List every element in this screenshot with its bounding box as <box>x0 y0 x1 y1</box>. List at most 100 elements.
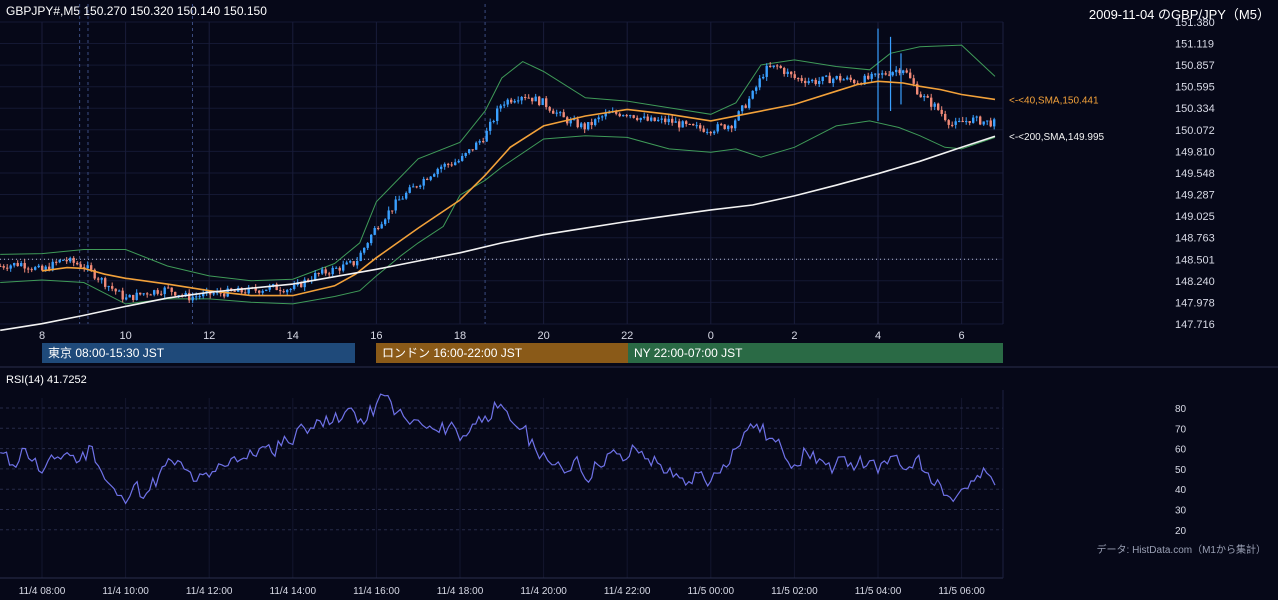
hour-tick-label: 2 <box>791 330 797 342</box>
rsi-x-tick-label: 11/5 06:00 <box>938 586 985 597</box>
candle-body <box>268 285 271 290</box>
candle-body <box>443 163 446 167</box>
bollinger-band-line <box>0 44 996 282</box>
session-ny: NY 22:00-07:00 JST <box>628 343 1003 363</box>
candle-body <box>111 286 114 289</box>
sma-lines <box>0 80 996 332</box>
candle-body <box>272 284 275 286</box>
candle-body <box>804 80 807 84</box>
candle-body <box>954 121 957 125</box>
candle-body <box>713 131 716 134</box>
candle-body <box>615 111 618 114</box>
candle-body <box>695 125 698 127</box>
candle-body <box>664 118 667 123</box>
price-tick-label: 150.072 <box>1175 125 1215 137</box>
candle-body <box>282 291 285 293</box>
candle-body <box>545 98 548 108</box>
rsi-x-tick-label: 11/4 16:00 <box>353 586 400 597</box>
candle-body <box>993 119 996 127</box>
candle-body <box>898 69 901 74</box>
candle-body <box>492 120 495 122</box>
candle-body <box>436 168 439 175</box>
candle-body <box>461 155 464 161</box>
candle-body <box>279 290 282 292</box>
candle-body <box>548 107 551 111</box>
candle-body <box>937 103 940 110</box>
price-tick-label: 149.810 <box>1175 146 1215 158</box>
candle-body <box>814 79 817 84</box>
candle-body <box>674 121 677 123</box>
candle-body <box>877 73 880 75</box>
rsi-tick-label: 40 <box>1175 485 1187 496</box>
candle-body <box>667 118 670 123</box>
candle-body <box>832 78 835 84</box>
candle-body <box>919 94 922 98</box>
candle-body <box>289 288 292 290</box>
price-tick-label: 147.978 <box>1175 297 1215 309</box>
hour-tick-label: 4 <box>875 330 881 342</box>
candle-body <box>902 70 905 74</box>
candle-body <box>97 278 100 280</box>
candle-body <box>30 269 33 271</box>
candle-body <box>517 100 520 102</box>
candle-body <box>650 117 653 121</box>
candle-body <box>107 286 110 288</box>
candle-body <box>783 68 786 74</box>
candle-body <box>349 261 352 263</box>
hour-tick-label: 0 <box>708 330 714 342</box>
candle-body <box>352 261 355 266</box>
candle-body <box>174 291 177 296</box>
hour-tick-label: 20 <box>537 330 549 342</box>
price-x-axis: 8 10 12 14 16 18 20 22 0 2 4 6 <box>39 330 965 342</box>
candle-body <box>842 79 845 81</box>
candle-body <box>716 124 719 132</box>
hour-tick-label: 6 <box>959 330 965 342</box>
candle-body <box>331 267 334 275</box>
candle-body <box>86 265 89 269</box>
candle-body <box>293 284 296 289</box>
candle-body <box>149 294 152 296</box>
hour-tick-label: 16 <box>370 330 382 342</box>
candle-body <box>849 77 852 80</box>
candle-body <box>653 117 656 122</box>
candle-body <box>895 69 898 73</box>
candle-body <box>184 292 187 296</box>
candle-body <box>681 121 684 128</box>
candle-body <box>188 292 191 301</box>
price-tick-label: 148.763 <box>1175 233 1215 245</box>
candle-body <box>51 261 54 271</box>
candle-body <box>807 81 810 84</box>
candle-body <box>884 73 887 75</box>
candle-body <box>391 210 394 212</box>
candle-body <box>496 108 499 121</box>
candle-body <box>828 75 831 84</box>
candle-body <box>839 76 842 81</box>
candle-body <box>580 123 583 128</box>
candle-body <box>205 290 208 293</box>
candle-body <box>786 71 789 74</box>
candle-body <box>751 90 754 99</box>
candle-body <box>160 293 163 295</box>
sma-label: <-<40,SMA,150.441 <box>1009 95 1099 106</box>
candle-body <box>916 83 919 95</box>
candle-body <box>905 70 908 73</box>
candle-body <box>328 273 331 275</box>
candle-body <box>657 119 660 122</box>
candle-body <box>968 121 971 123</box>
rsi-x-tick-label: 11/4 08:00 <box>19 586 66 597</box>
candle-body <box>888 74 891 76</box>
rsi-tick-label: 80 <box>1175 404 1187 415</box>
candle-body <box>380 224 383 229</box>
candle-body <box>723 124 726 129</box>
candle-body <box>702 128 705 132</box>
candle-body <box>513 101 516 103</box>
candle-body <box>730 125 733 129</box>
candle-body <box>867 75 870 79</box>
price-tick-label: 151.380 <box>1175 17 1215 29</box>
rsi-line <box>0 393 996 505</box>
candle-body <box>146 293 149 295</box>
candle-body <box>345 262 348 265</box>
candle-body <box>321 269 324 274</box>
price-tick-label: 151.119 <box>1175 39 1214 51</box>
candle-body <box>485 130 488 142</box>
